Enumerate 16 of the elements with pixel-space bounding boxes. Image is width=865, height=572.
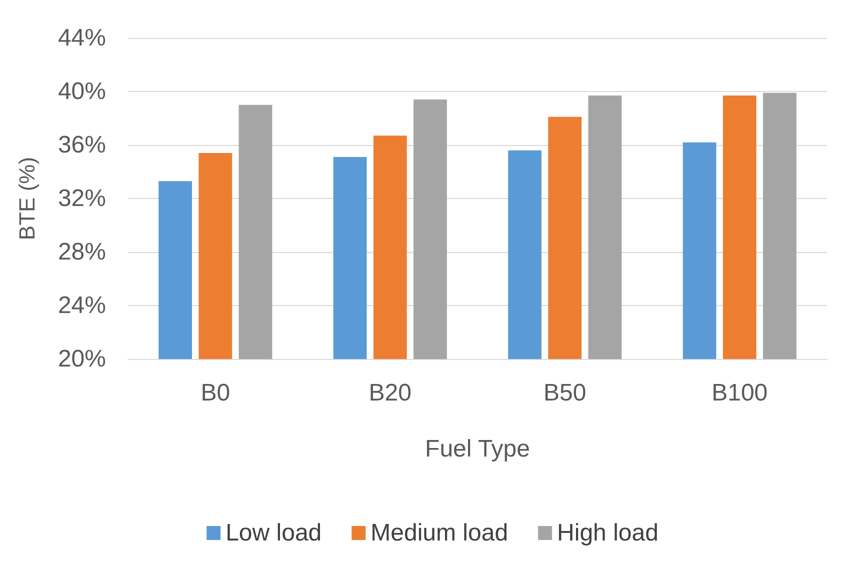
y-tick-label: 28% (58, 238, 106, 266)
x-axis-title: Fuel Type (425, 436, 530, 462)
legend-label: Medium load (370, 520, 508, 546)
x-tick-label: B0 (200, 380, 230, 406)
y-tick-label: 36% (58, 132, 106, 158)
y-tick-label: 24% (58, 292, 106, 319)
x-tick-label: B20 (368, 380, 412, 406)
legend-label: Low load (226, 520, 322, 546)
y-tick-label: 20% (58, 346, 106, 372)
y-tick-label: 40% (58, 78, 106, 105)
x-tick-label: B50 (544, 380, 586, 406)
y-tick-label: 44% (58, 24, 106, 52)
x-tick-label: B100 (712, 380, 768, 406)
legend-label: High load (557, 520, 658, 546)
y-tick-label: 32% (58, 185, 106, 212)
y-axis-title: BTE (%) (14, 156, 40, 240)
